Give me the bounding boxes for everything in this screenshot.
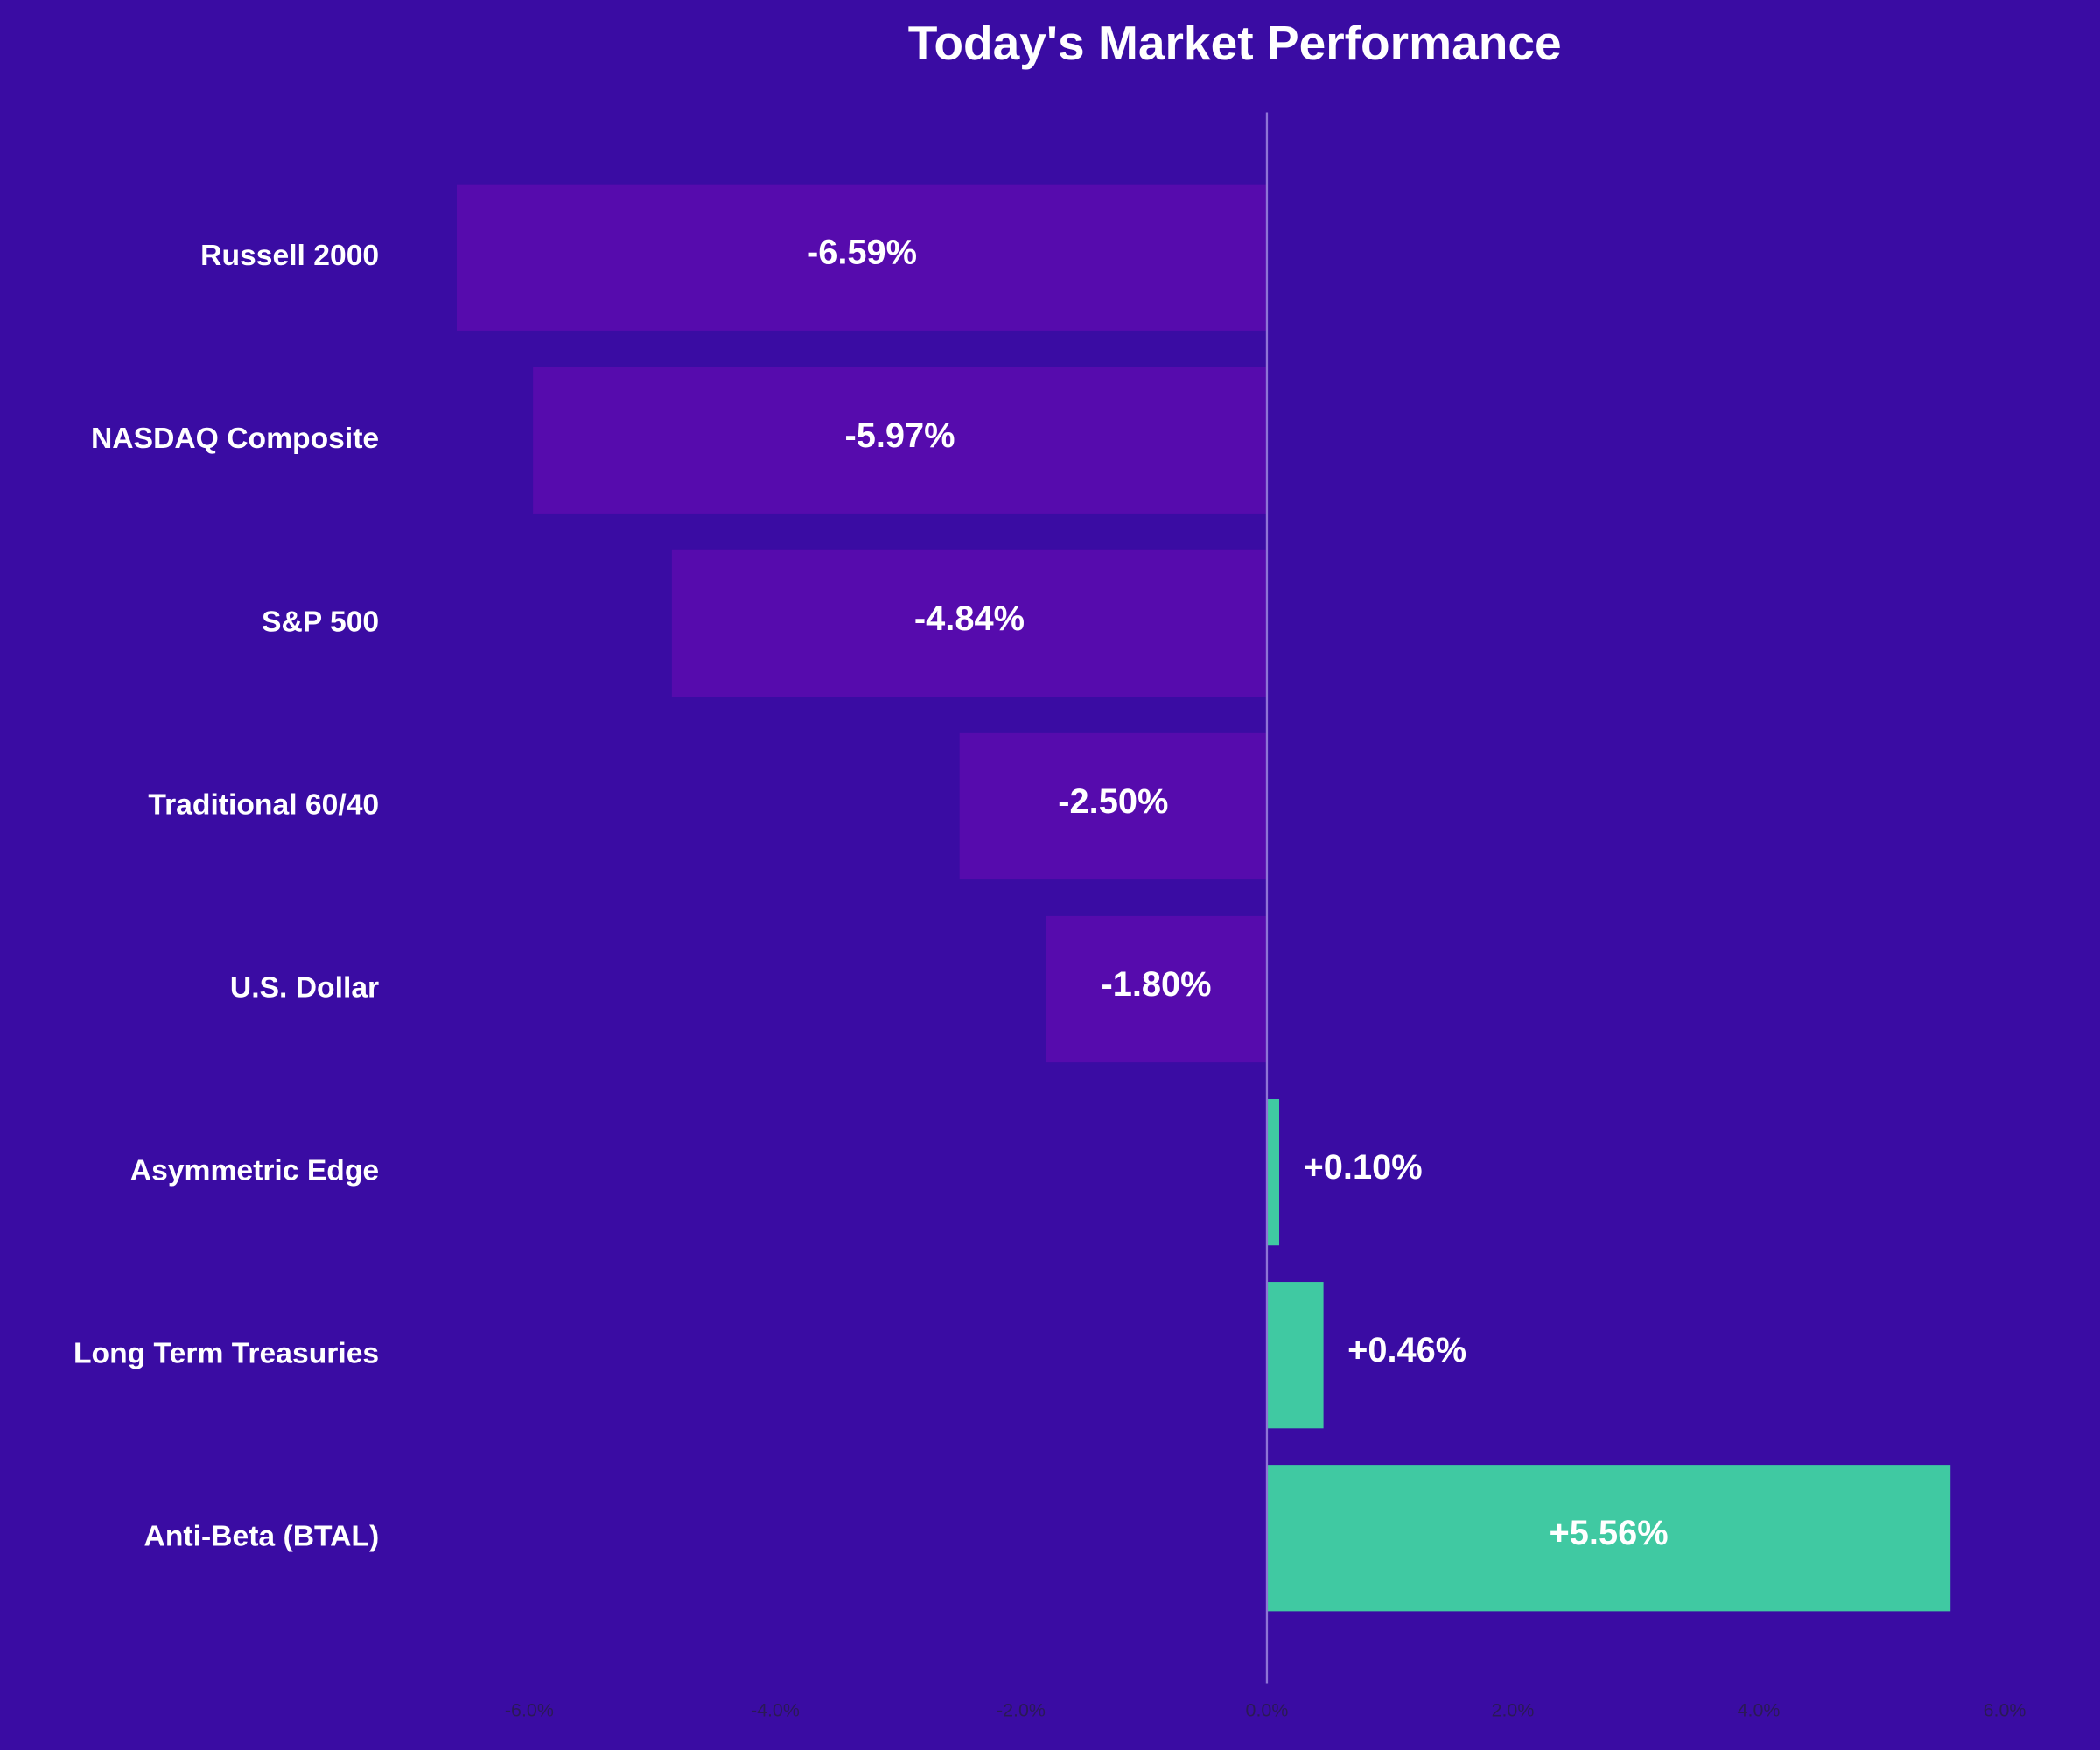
- bar: [671, 550, 1267, 697]
- value-label: -2.50%: [1058, 782, 1168, 821]
- x-tick-label: -6.0%: [505, 1699, 554, 1720]
- chart-title: Today's Market Performance: [908, 16, 1562, 70]
- value-label: -6.59%: [807, 234, 917, 272]
- x-tick-label: 6.0%: [1984, 1699, 2026, 1720]
- bar: [1266, 1098, 1280, 1246]
- y-tick-label: Long Term Treasuries: [74, 1338, 379, 1370]
- x-tick-label: -4.0%: [751, 1699, 800, 1720]
- x-tick-label: 2.0%: [1492, 1699, 1535, 1720]
- y-tick-label: NASDAQ Composite: [91, 423, 379, 455]
- x-tick-label: 0.0%: [1246, 1699, 1289, 1720]
- bar: [1266, 1282, 1324, 1429]
- bar: [1266, 1465, 1951, 1612]
- bar: [959, 732, 1267, 880]
- bar: [1046, 915, 1267, 1063]
- y-tick-label: Anti-Beta (BTAL): [144, 1521, 380, 1553]
- y-tick-label: S&P 500: [262, 606, 379, 638]
- x-tick-label: 4.0%: [1738, 1699, 1781, 1720]
- y-tick-label: Russell 2000: [200, 240, 379, 272]
- x-tick-label: -2.0%: [997, 1699, 1046, 1720]
- y-tick-label: Asymmetric Edge: [130, 1155, 379, 1187]
- value-label: +5.56%: [1550, 1514, 1669, 1552]
- value-label: +0.46%: [1348, 1331, 1466, 1369]
- bar: [456, 184, 1267, 331]
- value-label: +0.10%: [1304, 1148, 1423, 1186]
- value-label: -1.80%: [1101, 965, 1211, 1004]
- value-label: -4.84%: [914, 599, 1025, 638]
- value-label: -5.97%: [845, 416, 956, 455]
- y-tick-label: Traditional 60/40: [148, 788, 379, 821]
- bar: [533, 367, 1267, 514]
- y-tick-label: U.S. Dollar: [230, 971, 379, 1004]
